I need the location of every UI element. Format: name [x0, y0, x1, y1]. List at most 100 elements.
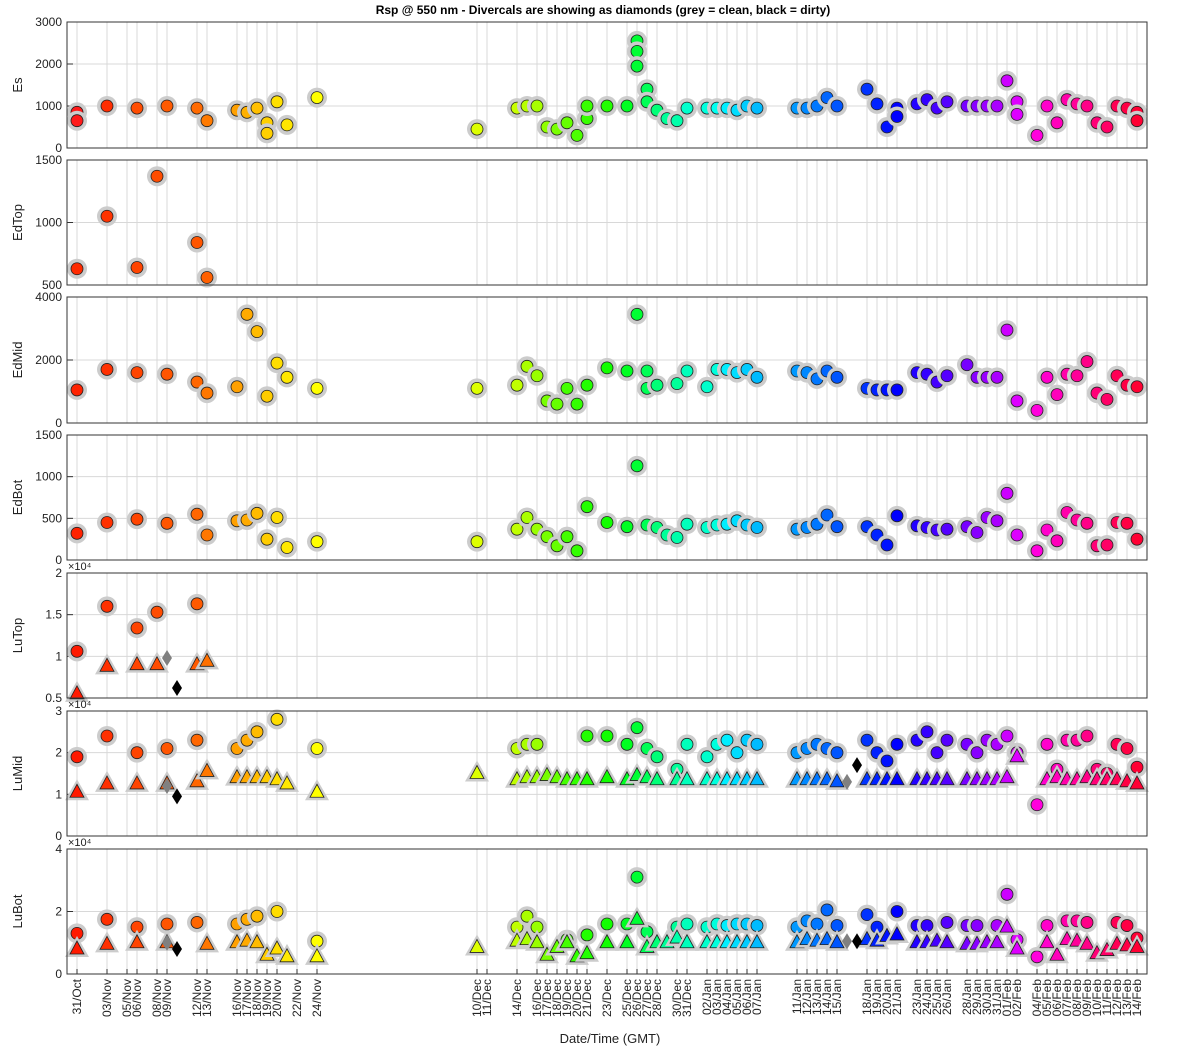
data-point: [600, 99, 614, 113]
divercal-diamond: [162, 650, 172, 666]
triangle-point: [469, 764, 485, 779]
y-tick-label: 3: [55, 704, 62, 718]
data-point: [570, 544, 584, 558]
data-point: [190, 375, 204, 389]
data-point: [1120, 516, 1134, 530]
triangle-point: [829, 933, 845, 949]
data-point: [190, 597, 204, 611]
x-tick-label: 06/Jan: [740, 979, 754, 1015]
data-point: [1030, 798, 1044, 812]
y-multiplier: ×10⁴: [68, 837, 92, 849]
data-point: [750, 521, 764, 534]
data-point: [1130, 532, 1144, 546]
data-point: [160, 367, 174, 381]
data-point: [250, 101, 264, 115]
data-point: [150, 169, 164, 183]
y-tick-label: 1.5: [45, 608, 62, 622]
y-axis-label: LuMid: [10, 756, 25, 791]
triangle-point: [1049, 946, 1065, 961]
data-point: [160, 742, 174, 755]
x-tick-label: 13/Jan: [810, 979, 824, 1015]
x-tick-label: 16/Dec: [530, 979, 544, 1017]
x-tick-label: 18/Dec: [550, 979, 564, 1017]
data-point: [580, 729, 594, 743]
triangle-point: [679, 933, 695, 949]
data-point: [200, 528, 214, 542]
x-tick-label: 16/Nov: [230, 979, 244, 1017]
x-tick-label: 01/Feb: [1000, 979, 1014, 1017]
y-tick-label: 2: [55, 905, 62, 919]
data-point: [1000, 323, 1014, 337]
data-point: [1050, 116, 1064, 130]
triangle-point: [279, 775, 295, 790]
triangle-point: [619, 933, 635, 949]
data-point: [1100, 120, 1114, 134]
data-point: [470, 381, 484, 395]
data-point: [700, 750, 714, 764]
data-point: [1050, 388, 1064, 402]
x-tick-label: 10/Dec: [470, 979, 484, 1017]
x-tick-label: 21/Jan: [890, 979, 904, 1015]
y-tick-label: 500: [42, 278, 62, 292]
data-point: [230, 380, 244, 394]
divercal-diamond: [842, 933, 852, 950]
data-point: [1040, 523, 1054, 537]
divercal-diamond: [162, 934, 172, 951]
axes-frame: [66, 159, 1148, 286]
data-point: [570, 128, 584, 142]
panel-lutop: 0.5 1 1.5 2 ×10⁴ LuTop: [10, 561, 1148, 705]
data-point: [190, 916, 204, 929]
triangle-point: [99, 775, 115, 790]
panel-edtop: 500 1000 1500 EdTop: [10, 153, 1148, 292]
x-tick-label: 06/Nov: [130, 979, 144, 1017]
triangle-point: [1129, 938, 1145, 953]
data-point: [860, 733, 874, 747]
panel-lumid: 0 1 2 3 ×10⁴ LuMid: [10, 699, 1149, 843]
y-tick-label: 0: [55, 967, 62, 981]
data-point: [200, 386, 214, 400]
data-point: [580, 500, 594, 514]
y-tick-label: 4000: [35, 290, 62, 304]
data-point: [620, 99, 634, 113]
triangle-point: [279, 947, 295, 963]
y-tick-label: 1000: [35, 470, 62, 484]
triangle-point: [579, 770, 595, 786]
triangle-point: [749, 933, 765, 949]
x-tick-label: 20/Nov: [270, 979, 284, 1017]
x-tick-label: 28/Dec: [650, 979, 664, 1017]
x-tick-label: 06/Feb: [1050, 979, 1064, 1017]
x-tick-label: 19/Jan: [870, 979, 884, 1015]
data-point: [530, 369, 544, 383]
triangle-point: [189, 772, 205, 788]
data-point: [940, 95, 954, 109]
x-tick-label: 14/Feb: [1130, 979, 1144, 1017]
triangle-point: [829, 772, 845, 788]
triangle-point: [1129, 775, 1145, 790]
triangle-point: [649, 770, 665, 786]
x-tick-label: 17/Dec: [540, 979, 554, 1017]
data-point: [880, 120, 894, 134]
data-point: [860, 82, 874, 96]
x-tick-label: 10/Feb: [1090, 979, 1104, 1017]
data-point: [190, 733, 204, 747]
data-point: [200, 271, 214, 284]
data-point: [520, 511, 534, 524]
x-tick-label: 17/Nov: [240, 979, 254, 1017]
data-point: [650, 750, 664, 764]
triangle-point: [599, 768, 615, 784]
y-tick-label: 1000: [35, 99, 62, 113]
triangle-point: [559, 933, 575, 949]
data-point: [750, 370, 764, 384]
data-point: [580, 378, 594, 392]
data-point: [920, 725, 934, 739]
data-point: [1000, 887, 1014, 901]
data-point: [70, 114, 84, 128]
data-point: [1120, 919, 1134, 932]
y-multiplier: ×10⁴: [68, 699, 92, 711]
divercal-diamond: [842, 773, 852, 790]
data-point: [680, 737, 694, 751]
data-point: [670, 114, 684, 128]
triangle-point: [69, 684, 85, 700]
data-point: [310, 381, 324, 395]
data-point: [70, 526, 84, 540]
